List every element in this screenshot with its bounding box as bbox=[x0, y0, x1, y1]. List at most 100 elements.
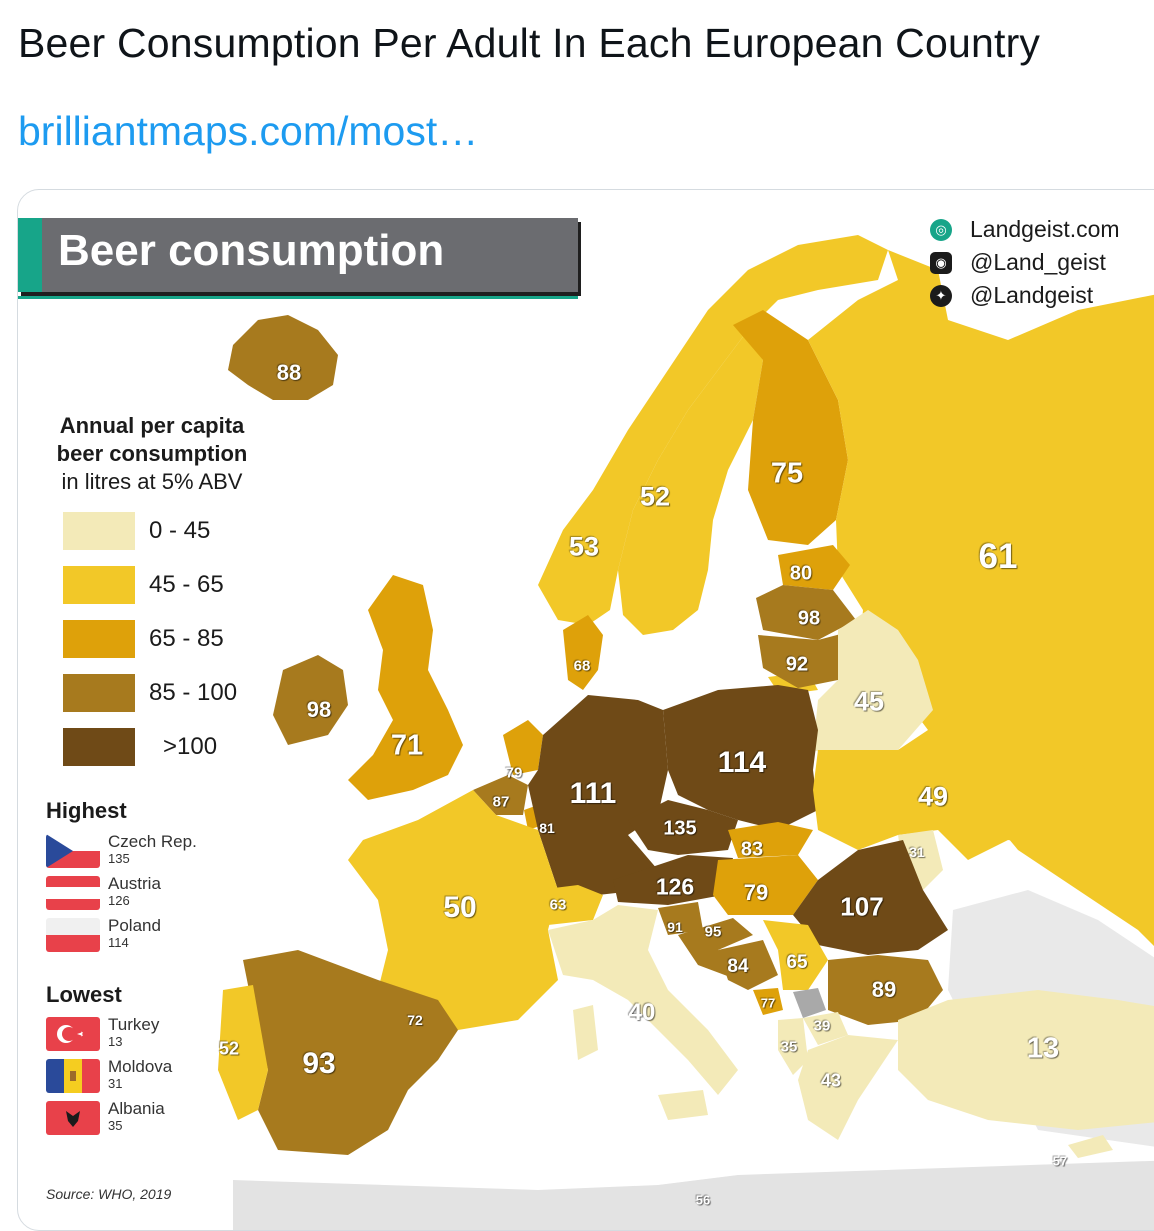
twitter-icon: ✦ bbox=[930, 285, 952, 307]
value-denmark: 68 bbox=[573, 657, 591, 675]
country-ireland bbox=[273, 655, 348, 745]
legend-swatch bbox=[63, 728, 135, 766]
country-romania bbox=[793, 840, 948, 955]
value-finland: 75 bbox=[770, 457, 804, 490]
country-austria bbox=[613, 855, 733, 905]
country-slovenia bbox=[658, 902, 703, 935]
rank-country-name: Albania bbox=[108, 1099, 165, 1118]
poland-flag-icon bbox=[46, 918, 100, 952]
country-netherlands bbox=[503, 720, 543, 775]
country-italy bbox=[548, 905, 738, 1095]
value-bulgaria: 89 bbox=[871, 977, 897, 1002]
country-bosnia bbox=[718, 940, 778, 990]
value-spain: 93 bbox=[302, 1047, 336, 1080]
value-cyprus: 57 bbox=[1052, 1153, 1068, 1169]
country-france bbox=[348, 790, 558, 1030]
legend-label: 65 - 85 bbox=[149, 625, 224, 652]
country-belarus bbox=[813, 610, 933, 760]
country-kosovo bbox=[793, 988, 826, 1018]
legend-item: 85 - 100 bbox=[63, 674, 253, 712]
value-andorra: 72 bbox=[407, 1012, 423, 1028]
legend-swatch bbox=[63, 620, 135, 658]
lowest-item-moldova: Moldova 31 bbox=[46, 1057, 216, 1095]
highest-item-poland: Poland 114 bbox=[46, 916, 216, 954]
rank-country-value: 135 bbox=[108, 851, 130, 866]
legend-title-line1: Annual per capita bbox=[59, 413, 245, 438]
highest-item-czech: Czech Rep. 135 bbox=[46, 832, 216, 870]
value-portugal: 52 bbox=[218, 1038, 240, 1059]
value-luxembourg: 81 bbox=[539, 820, 555, 836]
country-macedonia bbox=[803, 1012, 848, 1045]
czech-flag-icon bbox=[46, 834, 100, 868]
value-lithuania: 92 bbox=[785, 653, 809, 676]
country-slovakia bbox=[728, 822, 813, 858]
country-germany bbox=[528, 695, 668, 895]
country-estonia bbox=[778, 545, 850, 590]
value-ukraine: 49 bbox=[917, 781, 949, 812]
country-uk bbox=[348, 575, 463, 800]
legend-title-line3: in litres at 5% ABV bbox=[61, 469, 243, 494]
legend-title-line2: beer consumption bbox=[56, 441, 248, 466]
value-czech: 135 bbox=[663, 817, 697, 840]
legend-label: 85 - 100 bbox=[149, 679, 238, 706]
highest-item-austria: Austria 126 bbox=[46, 874, 216, 912]
moldova-flag-icon bbox=[46, 1059, 100, 1093]
region-north-africa bbox=[233, 1160, 1154, 1230]
value-macedonia: 39 bbox=[813, 1017, 831, 1035]
rank-country-value: 13 bbox=[108, 1034, 123, 1049]
tweet-title: Beer Consumption Per Adult In Each Europ… bbox=[18, 20, 1041, 66]
legend-item: 0 - 45 bbox=[63, 512, 253, 550]
value-serbia: 65 bbox=[786, 952, 808, 973]
legend-label: 45 - 65 bbox=[149, 571, 224, 598]
rank-country-value: 114 bbox=[108, 935, 129, 950]
legend-label: 0 - 45 bbox=[149, 517, 211, 544]
country-lithuania bbox=[758, 630, 856, 688]
value-turkey: 13 bbox=[1026, 1032, 1060, 1065]
value-malta: 56 bbox=[695, 1192, 711, 1208]
instagram-icon: ◉ bbox=[930, 252, 952, 274]
country-czech bbox=[628, 800, 738, 855]
legend-item: 45 - 65 bbox=[63, 566, 253, 604]
austria-flag-icon bbox=[46, 876, 100, 910]
value-slovakia: 83 bbox=[740, 838, 764, 861]
country-sardinia bbox=[573, 1005, 598, 1060]
country-ukraine bbox=[813, 710, 1118, 860]
value-slovenia: 91 bbox=[667, 919, 683, 935]
value-moldova: 31 bbox=[909, 844, 925, 860]
rank-country-value: 31 bbox=[108, 1076, 123, 1091]
value-latvia: 98 bbox=[797, 607, 821, 630]
legend-swatch bbox=[63, 674, 135, 712]
map-card[interactable]: Beer consumption ◎ Landgeist.com ◉ @Land… bbox=[17, 189, 1154, 1231]
value-bosnia: 84 bbox=[727, 956, 749, 977]
value-italy: 40 bbox=[628, 999, 656, 1026]
country-croatia bbox=[678, 918, 753, 980]
highest-heading: Highest bbox=[46, 798, 127, 823]
lowest-item-albania: Albania 35 bbox=[46, 1099, 216, 1137]
country-sicily bbox=[658, 1090, 708, 1120]
europe-map bbox=[218, 235, 1154, 1230]
banner-title: Beer consumption bbox=[58, 226, 445, 275]
country-greece bbox=[798, 1035, 898, 1140]
map-banner: Beer consumption bbox=[18, 218, 578, 299]
value-ireland: 98 bbox=[306, 697, 332, 722]
rank-country-name: Czech Rep. bbox=[108, 832, 197, 851]
rank-country-value: 35 bbox=[108, 1118, 123, 1133]
value-croatia: 95 bbox=[704, 923, 722, 941]
country-poland bbox=[663, 685, 818, 830]
value-russia: 61 bbox=[978, 537, 1018, 576]
value-germany: 111 bbox=[569, 777, 617, 810]
albania-flag-icon bbox=[46, 1101, 100, 1135]
article-link[interactable]: brilliantmaps.com/most… bbox=[18, 108, 479, 154]
rank-country-name: Austria bbox=[108, 874, 161, 893]
country-turkey bbox=[898, 990, 1154, 1130]
country-belgium bbox=[473, 775, 528, 815]
country-serbia bbox=[763, 920, 828, 990]
country-switzerland bbox=[538, 885, 603, 925]
legend-title: Annual per capita beer consumption in li… bbox=[42, 412, 262, 496]
legend-item: 65 - 85 bbox=[63, 620, 253, 658]
social-website-label: Landgeist.com bbox=[970, 216, 1120, 242]
globe-icon: ◎ bbox=[930, 219, 952, 241]
value-belgium: 87 bbox=[492, 793, 510, 811]
value-belarus: 45 bbox=[853, 686, 885, 717]
value-sweden: 52 bbox=[639, 481, 671, 512]
